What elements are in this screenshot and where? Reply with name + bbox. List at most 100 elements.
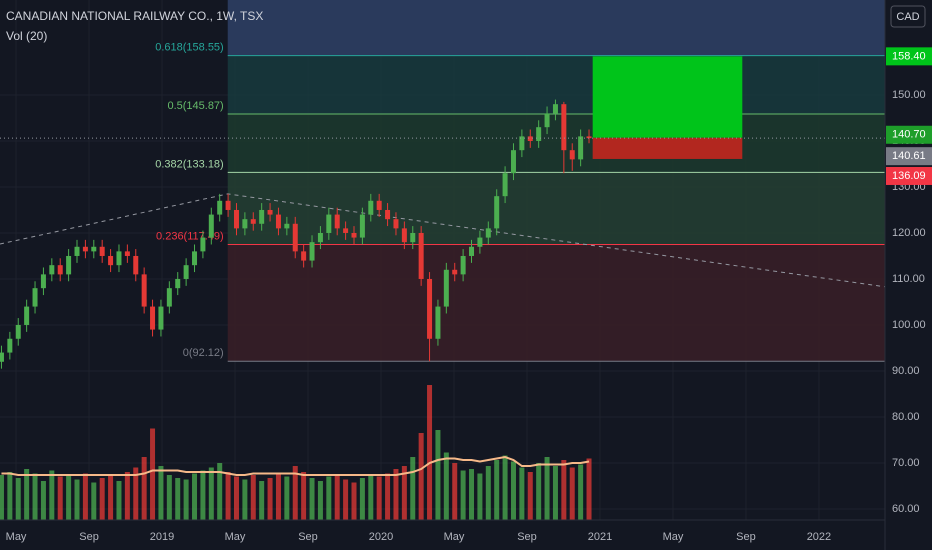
volume-bar [443,452,449,520]
volume-bar [561,460,567,520]
volume-bar [301,472,307,520]
x-tick-label: 2022 [807,531,831,543]
volume-bar [317,481,323,520]
candle-body [460,255,466,275]
candle-body [351,232,357,238]
volume-bar [24,469,30,520]
volume-bar [40,481,46,520]
candle-body [82,246,88,252]
volume-bar [158,466,164,520]
volume-bar [309,478,315,520]
volume-bar [141,457,147,520]
candle-body [32,288,38,307]
volume-bar [376,476,382,520]
candle-body [334,214,340,229]
candle-body [544,113,550,128]
volume-bar [267,478,273,520]
chart-title: CANADIAN NATIONAL RAILWAY CO., 1W, TSX [6,9,263,23]
volume-bar [418,433,424,520]
candle-body [74,246,80,256]
volume-bar [133,467,139,520]
candle-body [200,237,206,252]
volume-ma [1,455,590,477]
candle-body [166,288,172,307]
candle-body [183,265,189,279]
fib-label: 0.236(117.49) [156,230,224,242]
volume-bar [477,473,483,520]
volume-bar [242,479,248,520]
fib-band [227,113,885,173]
candle-body [292,223,298,252]
x-tick-label: Sep [79,531,99,543]
volume-bar [175,478,181,520]
currency-button[interactable] [890,5,926,28]
y-tick-label: 90.00 [892,365,920,377]
volume-bar [124,472,130,520]
candle-body [99,246,105,256]
x-tick-label: May [444,531,465,543]
position-profit [592,56,743,138]
candle-body [124,251,130,256]
candle-body [91,246,97,252]
y-tick-label: 100.00 [892,319,926,331]
volume-bar [359,478,365,520]
y-tick-label: 70.00 [892,457,920,469]
volume-bar [150,428,156,520]
candle-body [66,255,72,275]
volume-bar [485,466,491,520]
volume-bar [460,470,466,520]
x-tick-label: 2020 [369,531,393,543]
volume-bar [250,475,256,520]
candle-body [469,246,475,256]
candle-body [578,136,584,160]
candle-body [494,196,500,229]
volume-bar [15,478,21,520]
price-badge [886,166,932,185]
candle-body [527,136,533,141]
volume-bar [91,482,97,520]
volume-bar [510,461,516,520]
y-tick-label: 80.00 [892,411,920,423]
y-tick-label: 120.00 [892,227,926,239]
volume-bar [66,475,72,520]
volume-bar [0,475,4,520]
volume-bar [233,476,239,520]
candle-body [485,228,491,238]
candle-body [7,338,13,353]
volume-bar [49,470,55,520]
candle-body [250,219,256,224]
candle-body [368,200,374,215]
volume-bar [435,430,441,520]
price-badge-label: 158.40 [892,50,926,62]
candle-body [175,278,181,289]
candle-body [150,306,156,330]
volume-bar [166,475,172,520]
volume-bar [343,479,349,520]
candle-body [586,136,592,139]
plot: 0.618(158.55) 0.5(145.87) 0.382(133.18) 0.2… [0,0,886,520]
fib-label: 0.618(158.55) [155,42,224,54]
candle-body [217,200,223,215]
candle-body [309,242,315,261]
volume-bar [401,466,407,520]
candle-body [57,265,63,275]
candle-body [452,269,458,275]
volume-bar [82,473,88,520]
volume-bar [292,466,298,520]
candle-body [24,306,30,325]
candle-body [208,214,214,238]
x-tick-label: May [6,531,27,543]
candle-body [385,209,391,220]
volume-bar [586,458,592,520]
volume-bar [183,479,189,520]
x-tick-label: Sep [736,531,756,543]
volume-bar [116,481,122,520]
volume-bar [259,481,265,520]
candle-body [410,232,416,243]
volume-bar [469,469,475,520]
volume-bar [99,478,105,520]
volume-bar [527,472,533,520]
price-badge-label: 140.61 [892,150,926,162]
volume-bar [32,473,38,520]
currency[interactable]: CAD [896,11,919,23]
